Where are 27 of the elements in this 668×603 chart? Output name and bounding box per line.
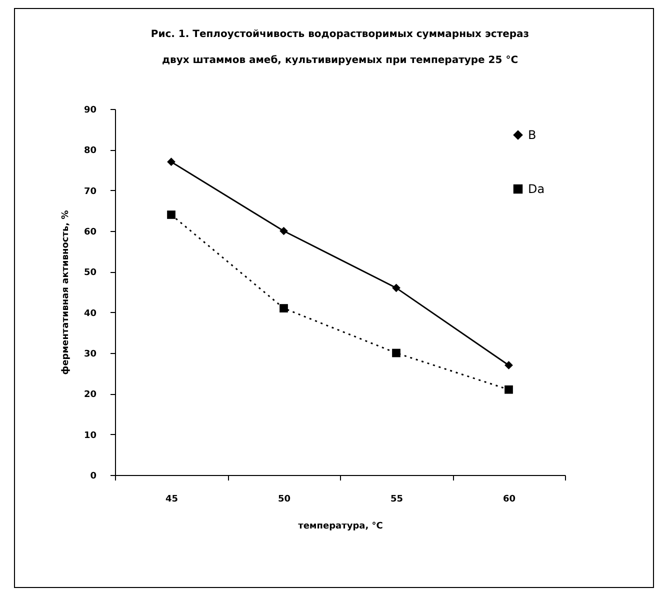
x-tick-label: 55 [390, 494, 404, 504]
point [280, 226, 288, 236]
y-tick-label: 0 [90, 472, 96, 482]
y-tick-label: 90 [84, 106, 96, 116]
y-tick-label: 20 [84, 390, 96, 400]
legend-label: B [528, 128, 536, 142]
legend-label: Da [528, 182, 545, 196]
y-tick-label: 40 [84, 308, 96, 319]
y-tick-label: 70 [84, 186, 96, 197]
x-tick-label: 60 [502, 494, 516, 504]
y-tick-label: 60 [84, 228, 96, 238]
x-tick-label: 45 [165, 494, 178, 504]
x-axis-title: температура, °С [298, 522, 384, 532]
y-tick-label: 50 [84, 268, 96, 278]
point [504, 385, 513, 394]
y-tick-label: 80 [84, 146, 96, 156]
point [392, 348, 400, 358]
y-tick-label: 30 [84, 350, 96, 360]
y-tick-label: 10 [84, 430, 96, 441]
y-axis-title: ферментативная активность, % [60, 210, 71, 375]
point [504, 361, 513, 370]
point [392, 284, 400, 292]
chart-title: Рис. 1. Теплоустойчивость водорастворимых суммарных эстераз двух штаммов амеб, культивируемых при температуре 25 °С [150, 29, 530, 66]
point [280, 304, 288, 312]
point [167, 158, 176, 166]
point [167, 210, 176, 219]
x-tick-label: 50 [278, 494, 291, 504]
